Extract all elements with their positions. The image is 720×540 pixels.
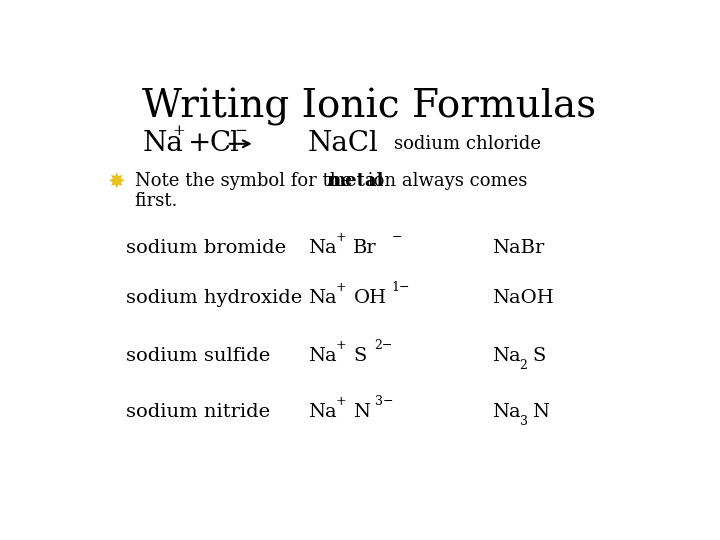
- Text: Na: Na: [492, 347, 521, 365]
- Text: Na: Na: [307, 403, 336, 421]
- Text: +: +: [336, 281, 346, 294]
- Text: +: +: [336, 339, 346, 352]
- Text: NaBr: NaBr: [492, 239, 544, 256]
- Text: 2−: 2−: [374, 339, 393, 352]
- Text: first.: first.: [135, 192, 178, 210]
- Text: metal: metal: [327, 172, 384, 190]
- Text: +: +: [173, 124, 185, 138]
- Text: S: S: [532, 347, 545, 365]
- Text: ✸: ✸: [107, 171, 125, 191]
- Text: Na: Na: [492, 403, 521, 421]
- Text: 3: 3: [520, 415, 528, 428]
- Text: N: N: [532, 403, 549, 421]
- Text: 1−: 1−: [392, 281, 410, 294]
- Text: Cl: Cl: [210, 130, 240, 157]
- Text: ion always comes: ion always comes: [362, 172, 528, 190]
- Text: sodium nitride: sodium nitride: [126, 403, 271, 421]
- Text: NaCl: NaCl: [307, 130, 379, 157]
- Text: +: +: [336, 231, 346, 244]
- Text: +: +: [188, 130, 211, 157]
- Text: Writing Ionic Formulas: Writing Ionic Formulas: [142, 87, 596, 126]
- Text: Br: Br: [354, 239, 377, 256]
- Text: 3−: 3−: [374, 395, 393, 408]
- Text: sodium chloride: sodium chloride: [394, 135, 541, 153]
- Text: Note the symbol for the: Note the symbol for the: [135, 172, 358, 190]
- Text: −: −: [392, 231, 402, 244]
- Text: sodium bromide: sodium bromide: [126, 239, 287, 256]
- Text: N: N: [354, 403, 370, 421]
- Text: Na: Na: [307, 289, 336, 307]
- Text: 2: 2: [520, 359, 528, 372]
- Text: −: −: [234, 124, 247, 138]
- Text: OH: OH: [354, 289, 387, 307]
- Text: +: +: [336, 395, 346, 408]
- Text: Na: Na: [307, 239, 336, 256]
- Text: S: S: [354, 347, 366, 365]
- Text: NaOH: NaOH: [492, 289, 554, 307]
- Text: Na: Na: [143, 130, 184, 157]
- Text: sodium hydroxide: sodium hydroxide: [126, 289, 302, 307]
- Text: sodium sulfide: sodium sulfide: [126, 347, 271, 365]
- Text: Na: Na: [307, 347, 336, 365]
